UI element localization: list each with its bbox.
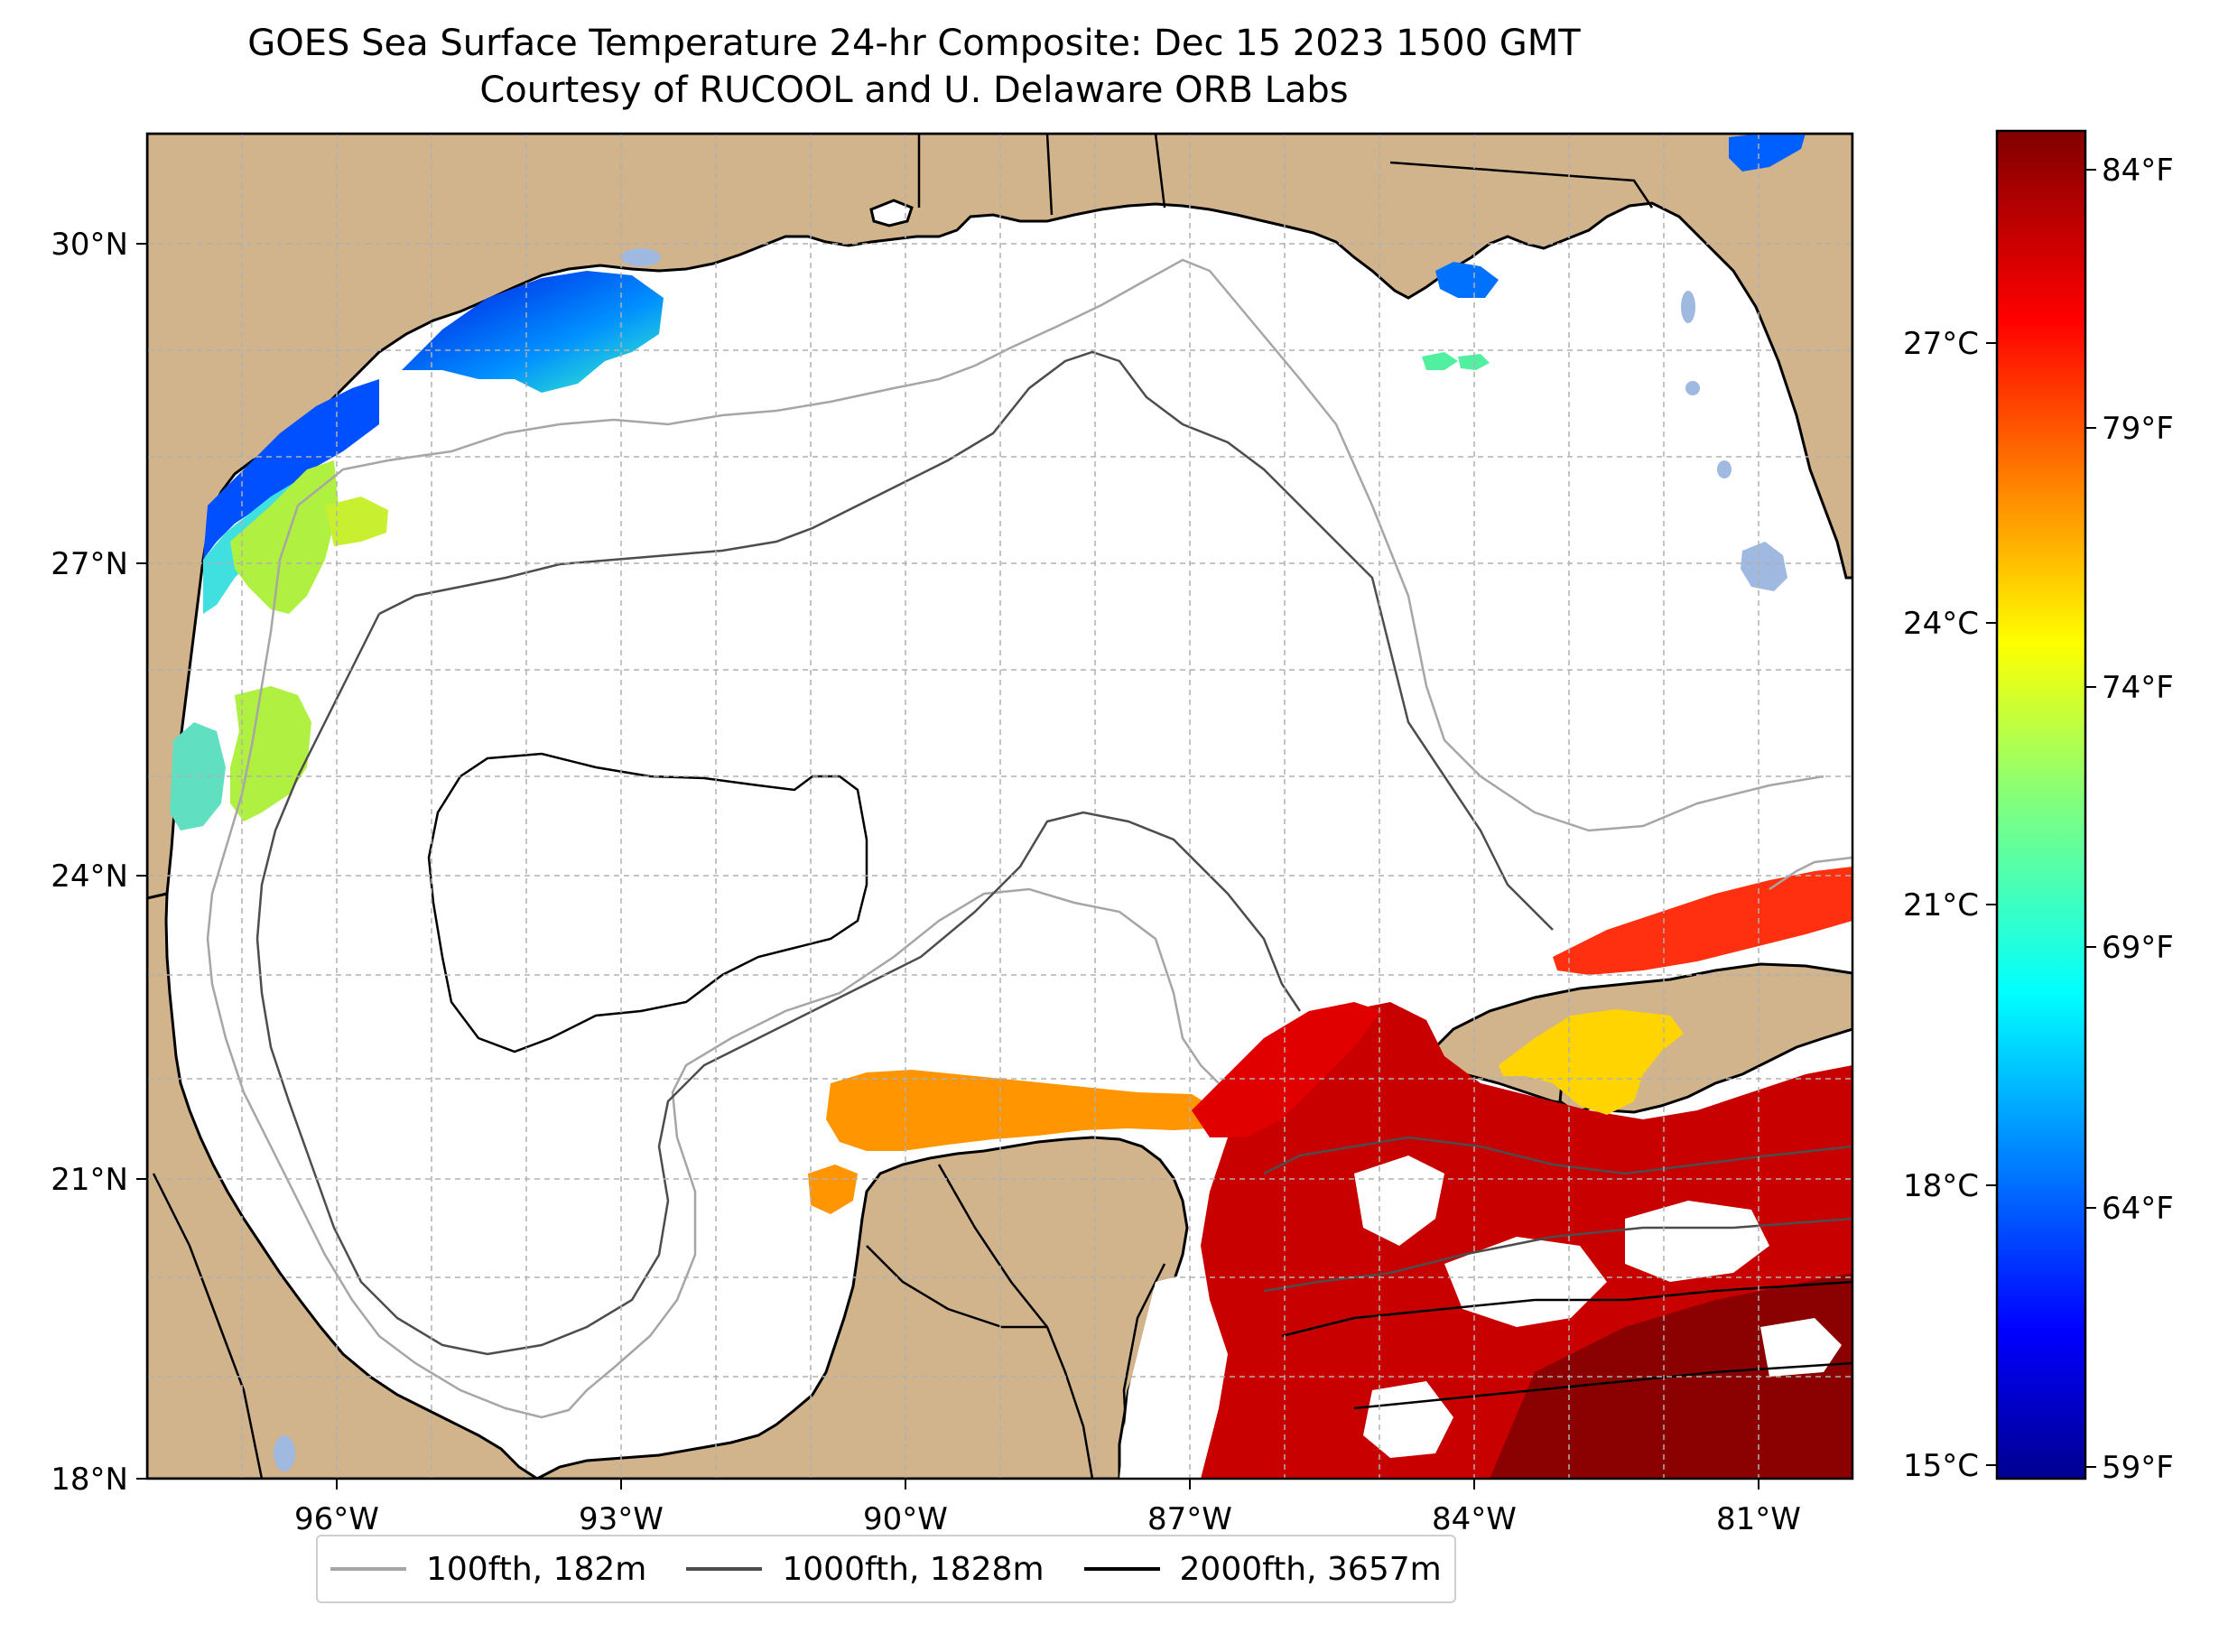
lon-label-87w: 87°W [1147,1501,1232,1537]
sst-texas-offshore-yellowgreen [325,497,388,546]
lon-label-90w: 90°W [863,1501,948,1537]
celsius-label-21: 21°C [1903,887,1979,923]
fahrenheit-label-84: 84°F [2102,153,2174,189]
sst-atlantic-corner [1729,134,1806,172]
lat-label-18n: 18°N [51,1462,128,1498]
isobath-100fth [206,258,1852,1419]
isobath-2000fth [427,752,1852,1410]
legend-item-2000fth: 2000fth, 3657m [1083,1550,1442,1588]
fahrenheit-label-69: 69°F [2102,930,2174,966]
colorbar-fahrenheit-labels: 84°F 79°F 74°F 69°F 64°F 59°F [2102,153,2174,1486]
sst-texas-nearshore-green [230,460,339,614]
land-mexico-west [147,892,540,1479]
title-line-2: Courtesy of RUCOOL and U. Delaware ORB L… [479,70,1349,111]
sst-campeche-orange-south [808,1165,858,1214]
graticule [147,134,1852,1479]
texas-bay-1 [621,248,661,266]
title-line-1: GOES Sea Surface Temperature 24-hr Compo… [247,23,1581,64]
mexico-lagoon [274,1435,295,1471]
legend-item-100fth: 100fth, 182m [330,1551,646,1588]
legend-label-1000fth: 1000fth, 1828m [782,1550,1045,1588]
sst-florida-offshore-green [1422,352,1490,370]
fahrenheit-label-74: 74°F [2102,670,2174,706]
lat-label-21n: 21°N [51,1162,128,1198]
lat-label-27n: 27°N [51,546,128,582]
map-plot-area [147,134,1852,1479]
lake-pontchartrain [869,199,914,227]
sst-northwest-shelf [402,271,664,393]
axis-ticks [136,243,1759,1490]
sst-texas-coast-cold [203,379,379,560]
celsius-label-27: 27°C [1903,326,1979,362]
fahrenheit-label-59: 59°F [2102,1450,2174,1486]
celsius-label-15: 15°C [1903,1448,1979,1484]
fahrenheit-label-64: 64°F [2102,1191,2174,1227]
chart-title: GOES Sea Surface Temperature 24-hr Compo… [0,20,1828,114]
lake-okeechobee [1741,542,1787,591]
florida-lake-3 [1717,460,1732,478]
colorbar-celsius-labels: 27°C 24°C 21°C 18°C 15°C [1903,326,1979,1484]
sst-yucatan-channel-red [1192,1002,1381,1137]
florida-lake-2 [1685,381,1700,395]
latitude-labels: 30°N 27°N 24°N 21°N 18°N [51,227,128,1498]
sst-florida-bigbend [1435,262,1499,298]
florida-lake-1 [1681,291,1695,323]
sst-florida-straits-redorange [1553,867,1852,975]
legend-label-2000fth: 2000fth, 3657m [1179,1550,1442,1588]
fahrenheit-label-79: 79°F [2102,411,2174,447]
isobath-legend: 100fth, 182m 1000fth, 1828m 2000fth, 365… [316,1535,1456,1603]
longitude-labels: 96°W 93°W 90°W 87°W 84°W 81°W [294,1501,1801,1537]
colorbar-ticks [1986,169,2096,1468]
lon-label-96w: 96°W [294,1501,379,1537]
legend-label-100fth: 100fth, 182m [426,1550,647,1588]
celsius-label-18: 18°C [1903,1168,1979,1204]
map-frame [145,132,1854,1480]
lat-label-24n: 24°N [51,858,128,895]
celsius-label-24: 24°C [1903,606,1979,642]
legend-line-1000fth [686,1567,763,1571]
sst-mexico-nearshore-green [230,686,311,821]
lon-label-93w: 93°W [579,1501,664,1537]
lon-label-81w: 81°W [1716,1501,1801,1537]
legend-line-2000fth [1083,1567,1160,1571]
lat-label-30n: 30°N [51,227,128,263]
colorbar [1995,129,2087,1480]
sst-campeche-orange [826,1070,1219,1151]
sst-cuba-gulf-yellow [1499,1009,1684,1115]
legend-item-1000fth: 1000fth, 1828m [686,1550,1045,1588]
lon-label-84w: 84°W [1432,1501,1517,1537]
land-usa [147,134,1852,900]
legend-line-100fth [330,1567,406,1571]
